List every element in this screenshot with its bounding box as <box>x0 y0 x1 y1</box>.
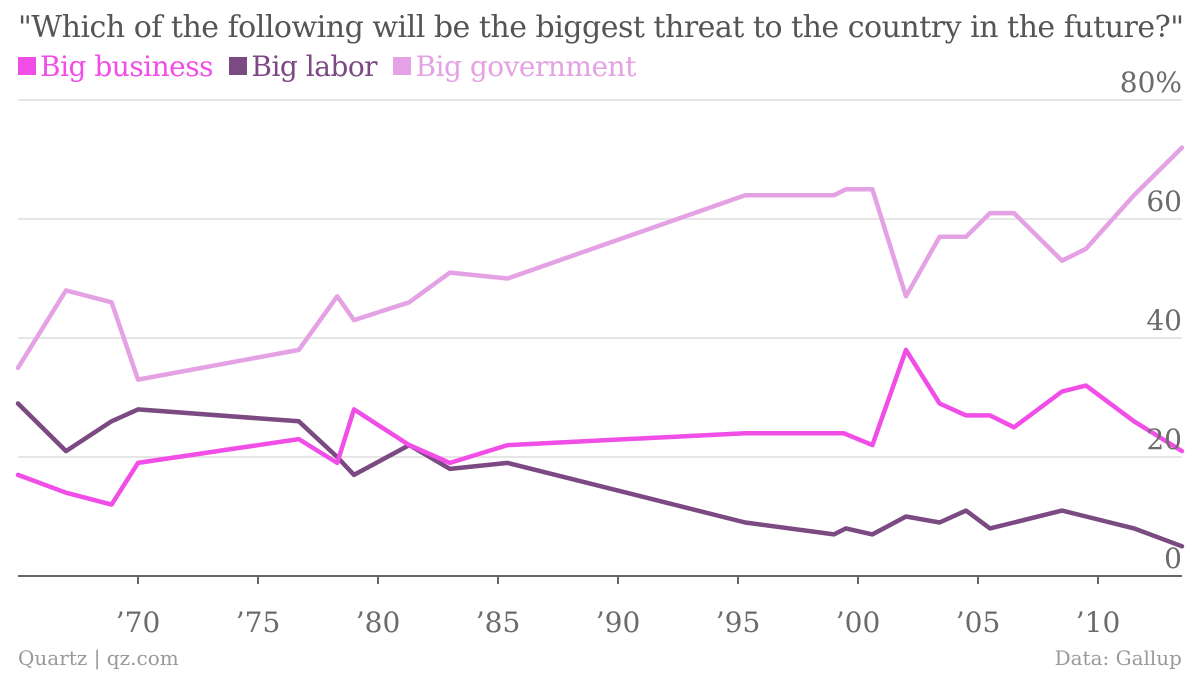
source-credit: Quartz | qz.com <box>18 646 179 670</box>
legend-swatch-labor <box>229 57 248 75</box>
x-tick-label-2010: ’10 <box>1076 606 1121 639</box>
y-tick-label-40: 40 <box>1146 304 1182 337</box>
y-tick-label-60: 60 <box>1146 185 1182 218</box>
legend-item-business: Big business <box>18 50 213 83</box>
series-line-government <box>15 145 1185 382</box>
y-tick-label-80: 80% <box>1120 66 1182 99</box>
legend-label-business: Big business <box>40 50 213 83</box>
legend-swatch-government <box>393 57 412 75</box>
legend-swatch-business <box>18 57 36 75</box>
series-line-labor <box>15 401 1185 549</box>
y-tick-label-20: 20 <box>1146 423 1182 456</box>
legend-item-labor: Big labor <box>229 50 378 83</box>
chart-title: "Which of the following will be the bigg… <box>18 10 1184 45</box>
x-tick-label-2000: ’00 <box>836 606 881 639</box>
x-tick-label-1995: ’95 <box>716 606 761 639</box>
series-line-business <box>15 347 1185 507</box>
x-tick-label-1975: ’75 <box>236 606 281 639</box>
legend-label-government: Big government <box>415 50 636 83</box>
y-tick-label-0: 0 <box>1164 542 1182 575</box>
x-tick-label-1980: ’80 <box>356 606 401 639</box>
data-source: Data: Gallup <box>1054 646 1182 670</box>
legend-label-labor: Big labor <box>251 50 378 83</box>
x-tick-label-1985: ’85 <box>476 606 521 639</box>
legend-item-government: Big government <box>393 50 636 83</box>
chart-legend: Big business Big labor Big government <box>18 50 644 83</box>
x-tick-label-1970: ’70 <box>116 606 161 639</box>
x-tick-label-2005: ’05 <box>956 606 1001 639</box>
x-tick-label-1990: ’90 <box>596 606 641 639</box>
